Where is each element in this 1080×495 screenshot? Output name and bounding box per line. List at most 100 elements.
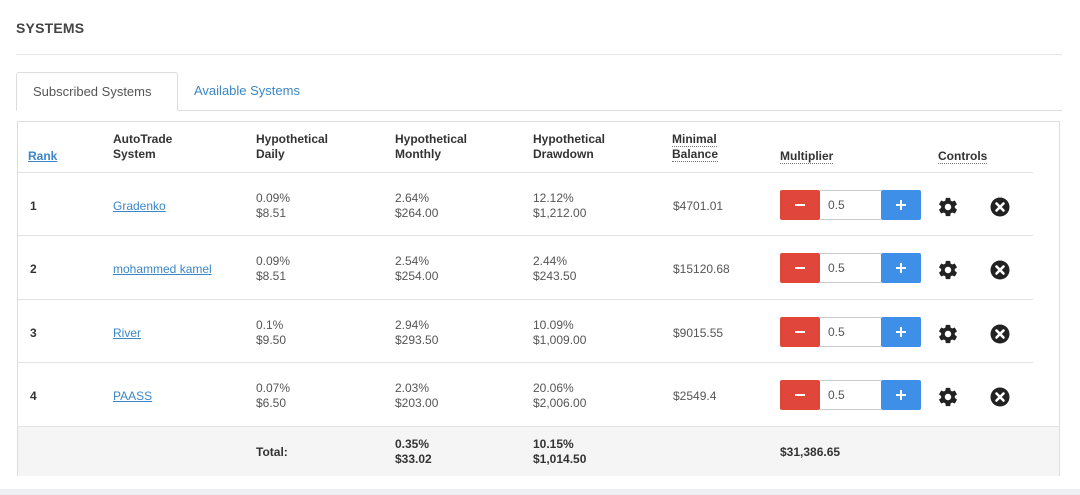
- multiplier-input[interactable]: [820, 317, 881, 347]
- drawdown-header: Hypothetical Drawdown: [533, 132, 605, 162]
- decrease-multiplier-button[interactable]: [780, 253, 820, 283]
- monthly-amt: $254.00: [395, 269, 439, 283]
- monthly-header-line2: Monthly: [395, 147, 441, 161]
- rank-cell: 2: [30, 262, 37, 276]
- gear-icon[interactable]: [937, 386, 959, 408]
- multiplier-input[interactable]: [820, 380, 881, 410]
- balance-cell: $9015.55: [673, 326, 724, 340]
- increase-multiplier-button[interactable]: [881, 190, 921, 220]
- table-row: 2 mohammed kamel 0.09% $8.51 2.54% $254.00…: [18, 235, 1033, 299]
- balance-header-line1: Minimal: [672, 132, 717, 147]
- multiplier-input[interactable]: [820, 253, 881, 283]
- gear-icon[interactable]: [937, 323, 959, 345]
- monthly-amt: $203.00: [395, 396, 439, 410]
- table-row: 3 River 0.1% $9.50 2.94% $293.50 10.09% $1,…: [18, 299, 1033, 363]
- rank-cell: 3: [30, 326, 37, 340]
- monthly-header-line1: Hypothetical: [395, 132, 468, 146]
- rank-header[interactable]: Rank: [28, 149, 58, 163]
- multiplier-header-label: Multiplier: [780, 149, 834, 164]
- daily-pct: 0.1%: [256, 318, 284, 332]
- daily-pct: 0.09%: [256, 191, 291, 205]
- drawdown-header-line2: Drawdown: [533, 147, 594, 161]
- total-drawdown-pct: 10.15%: [533, 437, 574, 451]
- page-title: SYSTEMS: [16, 20, 85, 36]
- page-footer-strip: [0, 489, 1080, 495]
- decrease-multiplier-button[interactable]: [780, 380, 820, 410]
- multiplier-header: Multiplier: [780, 149, 834, 164]
- drawdown-pct: 10.09%: [533, 318, 574, 332]
- daily-header-line2: Daily: [256, 147, 285, 161]
- drawdown-cell: 10.09% $1,009.00: [533, 318, 586, 348]
- close-circle-icon[interactable]: [990, 197, 1010, 217]
- decrease-multiplier-button[interactable]: [780, 190, 820, 220]
- totals-row: Total: 0.35% $33.02 10.15% $1,014.50 $31,3…: [18, 426, 1059, 476]
- balance-cell: $4701.01: [673, 199, 724, 213]
- system-link[interactable]: mohammed kamel: [113, 262, 212, 276]
- table-row: 4 PAASS 0.07% $6.50 2.03% $203.00 20.06% $2…: [18, 362, 1033, 426]
- monthly-cell: 2.03% $203.00: [395, 381, 438, 411]
- controls-header: Controls: [938, 149, 988, 164]
- daily-cell: 0.1% $9.50: [256, 318, 286, 348]
- drawdown-cell: 20.06% $2,006.00: [533, 381, 586, 411]
- daily-cell: 0.09% $8.51: [256, 254, 290, 284]
- daily-header: Hypothetical Daily: [256, 132, 328, 162]
- total-monthly-amt: $33.02: [395, 452, 432, 466]
- monthly-pct: 2.03%: [395, 381, 430, 395]
- balance-header-line2: Balance: [672, 147, 719, 162]
- monthly-cell: 2.94% $293.50: [395, 318, 438, 348]
- increase-multiplier-button[interactable]: [881, 317, 921, 347]
- close-circle-icon[interactable]: [990, 324, 1010, 344]
- multiplier-input[interactable]: [820, 190, 881, 220]
- gear-icon[interactable]: [937, 259, 959, 281]
- tab-available-systems[interactable]: Available Systems: [194, 83, 300, 98]
- daily-cell: 0.07% $6.50: [256, 381, 290, 411]
- monthly-pct: 2.54%: [395, 254, 430, 268]
- drawdown-amt: $2,006.00: [533, 396, 587, 410]
- balance-cell: $2549.4: [673, 389, 717, 403]
- close-circle-icon[interactable]: [990, 387, 1010, 407]
- system-header-line1: AutoTrade: [113, 132, 173, 146]
- monthly-cell: 2.54% $254.00: [395, 254, 438, 284]
- total-monthly-pct: 0.35%: [395, 437, 430, 451]
- daily-amt: $8.51: [256, 269, 287, 283]
- system-header: AutoTrade System: [113, 132, 172, 162]
- monthly-pct: 2.64%: [395, 191, 430, 205]
- increase-multiplier-button[interactable]: [881, 380, 921, 410]
- daily-header-line1: Hypothetical: [256, 132, 329, 146]
- total-balance: $31,386.65: [780, 445, 841, 459]
- system-link[interactable]: River: [113, 326, 142, 340]
- gear-icon[interactable]: [937, 196, 959, 218]
- drawdown-pct: 12.12%: [533, 191, 574, 205]
- rank-cell: 1: [30, 199, 37, 213]
- total-drawdown-amt: $1,014.50: [533, 452, 587, 466]
- drawdown-amt: $1,212.00: [533, 206, 587, 220]
- drawdown-pct: 2.44%: [533, 254, 568, 268]
- monthly-cell: 2.64% $264.00: [395, 191, 438, 221]
- monthly-amt: $264.00: [395, 206, 439, 220]
- monthly-amt: $293.50: [395, 333, 439, 347]
- monthly-pct: 2.94%: [395, 318, 430, 332]
- daily-amt: $8.51: [256, 206, 287, 220]
- drawdown-amt: $243.50: [533, 269, 577, 283]
- drawdown-pct: 20.06%: [533, 381, 574, 395]
- system-link[interactable]: PAASS: [113, 389, 153, 403]
- drawdown-cell: 2.44% $243.50: [533, 254, 576, 284]
- decrease-multiplier-button[interactable]: [780, 317, 820, 347]
- total-drawdown: 10.15% $1,014.50: [533, 437, 586, 467]
- daily-amt: $9.50: [256, 333, 287, 347]
- daily-pct: 0.09%: [256, 254, 291, 268]
- title-divider: [16, 54, 1062, 55]
- monthly-header: Hypothetical Monthly: [395, 132, 467, 162]
- increase-multiplier-button[interactable]: [881, 253, 921, 283]
- close-circle-icon[interactable]: [990, 260, 1010, 280]
- total-label: Total:: [256, 445, 288, 459]
- controls-header-label: Controls: [938, 149, 988, 164]
- total-monthly: 0.35% $33.02: [395, 437, 432, 467]
- rank-cell: 4: [30, 389, 37, 403]
- tab-subscribed-systems[interactable]: Subscribed Systems: [16, 72, 178, 111]
- drawdown-header-line1: Hypothetical: [533, 132, 606, 146]
- systems-table: Rank AutoTrade System Hypothetical Daily…: [17, 121, 1060, 476]
- balance-cell: $15120.68: [673, 262, 730, 276]
- system-link[interactable]: Gradenko: [113, 199, 166, 213]
- daily-pct: 0.07%: [256, 381, 291, 395]
